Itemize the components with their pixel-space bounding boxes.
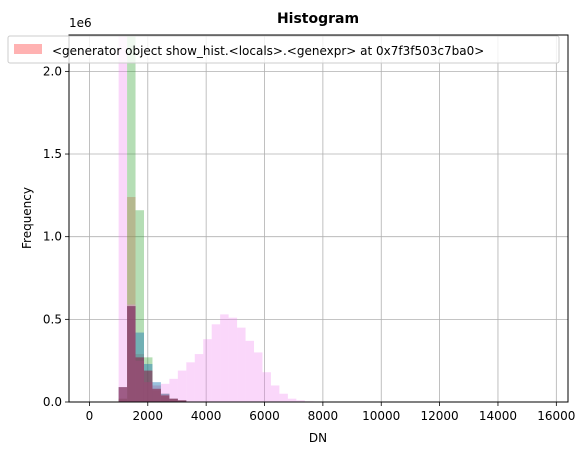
histogram-bar — [118, 35, 128, 402]
histogram-bar — [169, 398, 178, 402]
histogram-bar — [127, 36, 136, 403]
histogram-bar — [211, 324, 221, 402]
histogram-bar — [135, 210, 144, 402]
plot-frame — [68, 34, 569, 403]
histogram-bar — [245, 340, 255, 402]
x-tick-label: 0 — [86, 409, 94, 423]
legend-box — [7, 35, 560, 64]
y-tick-label: 2.0 — [43, 64, 62, 78]
histogram-bar — [287, 398, 297, 402]
histogram-bar — [127, 306, 136, 402]
x-axis-label: DN — [309, 431, 327, 445]
legend-entry-label: <generator object show_hist.<locals>.<ge… — [52, 44, 484, 58]
y-axis-ticks: 0.0 0.5 1.0 1.5 2.0 — [43, 64, 69, 409]
x-tick-label: 4000 — [191, 409, 222, 423]
histogram-bar — [186, 362, 195, 402]
histogram-bar — [143, 370, 153, 402]
x-axis-ticks: 0 2000 4000 6000 8000 10000 12000 14000 16000 — [86, 402, 575, 423]
x-tick-label: 8000 — [308, 409, 339, 423]
histogram-bar — [160, 395, 170, 402]
chart-title: Histogram — [277, 11, 359, 27]
histogram-bar — [169, 378, 178, 402]
histogram-bar — [160, 383, 170, 402]
histogram-bar — [118, 387, 128, 402]
x-tick-label: 12000 — [421, 409, 459, 423]
histogram-bar — [254, 352, 263, 402]
histogram-bar — [203, 339, 212, 402]
x-tick-label: 14000 — [479, 409, 517, 423]
histogram-bar — [220, 314, 229, 402]
y-tick-label: 0.5 — [43, 312, 62, 326]
histogram-bar — [135, 357, 144, 402]
histogram-bar — [177, 400, 187, 402]
legend-swatch — [14, 44, 42, 54]
y-axis-multiplier: 1e6 — [69, 16, 92, 30]
x-tick-label: 10000 — [362, 409, 400, 423]
histogram-bar — [296, 400, 305, 402]
histogram-bar — [228, 317, 238, 402]
histogram-bar — [279, 393, 288, 402]
histogram-bar — [237, 327, 246, 402]
y-axis-label: Frequency — [20, 187, 34, 249]
y-tick-label: 0.0 — [43, 395, 62, 409]
x-tick-label: 16000 — [537, 409, 575, 423]
y-tick-label: 1.0 — [43, 230, 62, 244]
histogram-bar — [127, 197, 136, 402]
x-tick-label: 2000 — [133, 409, 164, 423]
histogram-bar — [152, 388, 161, 402]
bars-layer — [118, 35, 314, 403]
histogram-bar — [177, 370, 187, 402]
legend: <generator object show_hist.<locals>.<ge… — [7, 35, 560, 64]
grid-lines — [69, 35, 568, 403]
histogram-bar — [262, 372, 271, 402]
histogram-bar — [194, 354, 204, 402]
histogram-bar — [270, 385, 280, 402]
y-tick-label: 1.5 — [43, 147, 62, 161]
x-tick-label: 6000 — [249, 409, 280, 423]
